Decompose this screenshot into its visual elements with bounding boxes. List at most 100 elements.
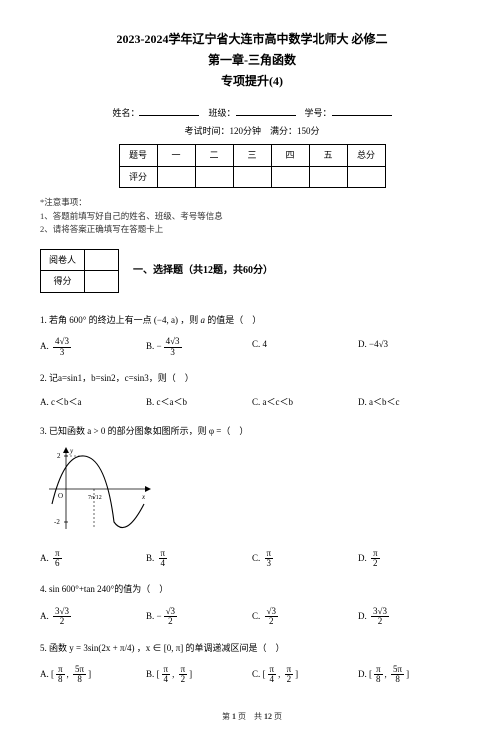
th-2: 二 bbox=[195, 145, 233, 166]
den: 2 bbox=[179, 675, 188, 684]
fraction: 3√32 bbox=[371, 607, 389, 627]
q1-choice-b: B. −4√33 bbox=[146, 337, 252, 357]
row2-label: 评分 bbox=[119, 166, 157, 187]
q3-choice-d: D. π2 bbox=[358, 549, 464, 569]
choice-label: B. bbox=[146, 553, 154, 563]
choice-text: a＜c＜b bbox=[263, 397, 294, 407]
q1-point: (−4, a) bbox=[154, 315, 178, 325]
origin-label: O bbox=[58, 492, 63, 500]
choice-label: A. bbox=[40, 669, 49, 679]
q1-choice-a: A. 4√33 bbox=[40, 337, 146, 357]
sine-graph-icon: 2 -2 O x y 7π/12 bbox=[44, 444, 154, 534]
fraction: 5π8 bbox=[73, 665, 86, 685]
th-5: 五 bbox=[309, 145, 347, 166]
q1-stem-b: 的终边上有一点 bbox=[86, 315, 154, 325]
section-1-row: 阅卷人 得分 一、选择题（共12题，共60分） bbox=[40, 243, 464, 299]
q3-cond: a > 0 bbox=[87, 426, 105, 436]
full-label: 满分：150分 bbox=[270, 126, 320, 136]
fraction: √32 bbox=[265, 607, 278, 627]
table-row: 得分 bbox=[41, 271, 119, 292]
fraction: π2 bbox=[285, 665, 294, 685]
th-4: 四 bbox=[271, 145, 309, 166]
den: 4 bbox=[268, 675, 277, 684]
den: 6 bbox=[53, 559, 62, 568]
th-3: 三 bbox=[233, 145, 271, 166]
question-4: 4. sin 600°+tan 240°的值为（ ） bbox=[40, 582, 464, 596]
choice-label: D. bbox=[358, 669, 367, 679]
exam-meta: 考试时间：120分钟 满分：150分 bbox=[40, 124, 464, 138]
choice-label: C. bbox=[252, 669, 260, 679]
ytick-bot: -2 bbox=[54, 518, 60, 526]
marker-r1: 阅卷人 bbox=[41, 249, 85, 270]
q4-choice-a: A. 3√32 bbox=[40, 607, 146, 627]
fraction: 5π8 bbox=[391, 665, 404, 685]
sign: − bbox=[157, 611, 162, 621]
fraction: 4√33 bbox=[164, 337, 182, 357]
choice-label: C. bbox=[252, 339, 260, 349]
marker-r2: 得分 bbox=[41, 271, 85, 292]
q1-stem-c: ，则 bbox=[178, 315, 201, 325]
q1-stem-a: 1. 若角 bbox=[40, 315, 69, 325]
fraction: π2 bbox=[179, 665, 188, 685]
question-3: 3. 已知函数 a > 0 的部分图象如图所示，则 φ =（ ） bbox=[40, 424, 464, 438]
x-axis-label: x bbox=[141, 493, 146, 501]
cell bbox=[157, 166, 195, 187]
den: 3 bbox=[265, 559, 274, 568]
footer-c: 页 bbox=[272, 712, 282, 721]
cell bbox=[271, 166, 309, 187]
choice-label: C. bbox=[252, 553, 260, 563]
table-row: 评分 bbox=[119, 166, 385, 187]
question-5: 5. 函数 y = 3sin(2x + π/4) ，x ∈ [0, π] 的单调… bbox=[40, 641, 464, 655]
q2-choice-b: B. c＜a＜b bbox=[146, 395, 252, 409]
choice-text: −4√3 bbox=[369, 339, 388, 349]
q2-choice-c: C. a＜c＜b bbox=[252, 395, 358, 409]
q2-choices: A. c＜b＜a B. c＜a＜b C. a＜c＜b D. a＜b＜c bbox=[40, 395, 464, 409]
den: 2 bbox=[371, 559, 380, 568]
q5-choice-c: C. [π4, π2] bbox=[252, 665, 358, 685]
choice-label: B. bbox=[146, 611, 154, 621]
choice-label: B. bbox=[146, 397, 154, 407]
footer-a: 第 bbox=[222, 712, 232, 721]
ytick-top: 2 bbox=[57, 452, 61, 460]
q5-stem-a: 5. 函数 bbox=[40, 643, 69, 653]
q1-choice-d: D. −4√3 bbox=[358, 337, 464, 357]
fraction: π6 bbox=[53, 549, 62, 569]
fraction: π8 bbox=[374, 665, 383, 685]
time-label: 考试时间：120分钟 bbox=[184, 126, 261, 136]
id-label: 学号： bbox=[305, 108, 332, 118]
choice-text: 4 bbox=[263, 339, 268, 349]
fraction: 3√32 bbox=[53, 607, 71, 627]
cell bbox=[347, 166, 385, 187]
title-line-1: 2023-2024学年辽宁省大连市高中数学北师大 必修二 bbox=[40, 30, 464, 49]
q2-stem: 2. 记a=sin1，b=sin2，c=sin3，则（ ） bbox=[40, 373, 194, 383]
student-info-line: 姓名： 班级： 学号： bbox=[40, 106, 464, 120]
question-1: 1. 若角 600° 的终边上有一点 (−4, a) ，则 a 的值是（ ） bbox=[40, 313, 464, 327]
den: 2 bbox=[371, 617, 389, 626]
fraction: π3 bbox=[265, 549, 274, 569]
choice-label: D. bbox=[358, 553, 367, 563]
fraction: √32 bbox=[164, 607, 177, 627]
notes-block: *注意事项： 1、答题前填写好自己的姓名、班级、考号等信息 2、请将答案正确填写… bbox=[40, 196, 464, 237]
fraction: π4 bbox=[162, 665, 171, 685]
choice-label: D. bbox=[358, 611, 367, 621]
x-peak-label: 7π/12 bbox=[88, 495, 102, 501]
den: 3 bbox=[164, 348, 182, 357]
cell bbox=[85, 249, 119, 270]
den: 8 bbox=[391, 675, 404, 684]
th-1: 一 bbox=[157, 145, 195, 166]
den: 2 bbox=[265, 617, 278, 626]
choice-label: A. bbox=[40, 397, 49, 407]
footer-total: 12 bbox=[264, 712, 272, 721]
fraction: π8 bbox=[56, 665, 65, 685]
class-blank bbox=[236, 106, 296, 116]
marker-table: 阅卷人 得分 bbox=[40, 249, 119, 293]
q1-choices: A. 4√33 B. −4√33 C. 4 D. −4√3 bbox=[40, 337, 464, 357]
fraction: π4 bbox=[268, 665, 277, 685]
id-blank bbox=[332, 106, 392, 116]
q4-choice-b: B. −√32 bbox=[146, 607, 252, 627]
den: 4 bbox=[159, 559, 168, 568]
choice-label: A. bbox=[40, 341, 49, 351]
q2-choice-a: A. c＜b＜a bbox=[40, 395, 146, 409]
q3-choice-c: C. π3 bbox=[252, 549, 358, 569]
y-axis-label: y bbox=[69, 447, 74, 455]
